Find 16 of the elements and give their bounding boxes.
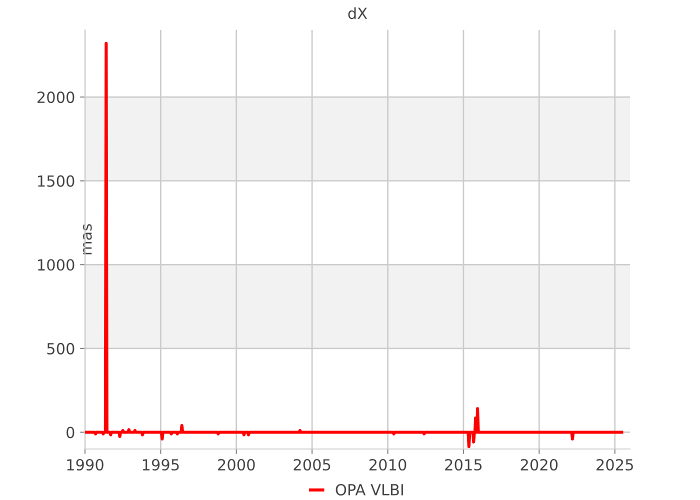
legend-label: OPA VLBI	[336, 484, 403, 496]
chart-title: dX	[348, 7, 368, 20]
x-tick-label: 2025	[596, 458, 633, 471]
x-tick-label: 2015	[445, 458, 482, 471]
x-tick-label: 2005	[294, 458, 330, 471]
x-tick-label: 1990	[67, 458, 104, 471]
x-tick-label: 2010	[369, 458, 406, 471]
y-tick-label: 500	[47, 342, 74, 354]
x-tick-label: 2000	[218, 458, 255, 471]
y-tick-label: 2000	[37, 92, 74, 104]
x-tick-label: 2020	[520, 458, 558, 471]
line-series	[84, 42, 624, 448]
y-tick-label: 1500	[38, 175, 74, 187]
y-tick-label: 1000	[38, 259, 74, 271]
x-tick-label: 1995	[142, 458, 179, 471]
y-tick-label: 0	[66, 426, 74, 438]
